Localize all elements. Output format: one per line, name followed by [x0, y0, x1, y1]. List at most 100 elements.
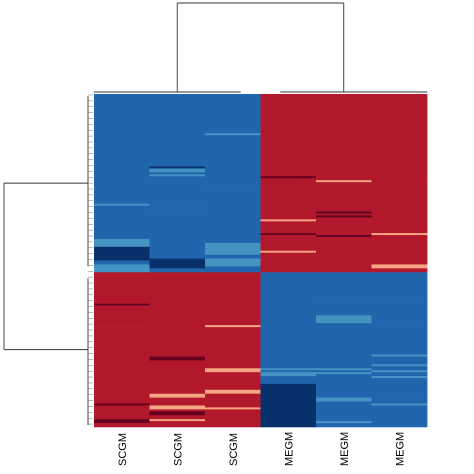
heatmap-cell-upper-c3-r81: [260, 252, 317, 259]
column-label-1: SCGM: [172, 433, 184, 466]
heatmap-cell-lower-c5-r63: [371, 395, 428, 404]
heatmap-cell-upper-c4-r60: [316, 211, 372, 214]
heatmap-cell-upper-c4-r45: [316, 182, 372, 212]
row-dendrogram: [3, 94, 93, 425]
heatmap-cells: [94, 94, 428, 428]
heatmap-cell-upper-c3-r85: [260, 260, 317, 273]
column-dendrogram: [93, 2, 428, 93]
heatmap-cell-upper-c2-r88: [205, 266, 261, 273]
heatmap-cell-lower-c4-r58: [316, 385, 372, 389]
heatmap-cell-lower-c5-r68: [371, 405, 428, 412]
heatmap-cell-lower-c0-r28: [94, 327, 150, 357]
heatmap-cell-lower-c5-r67: [371, 403, 428, 406]
heatmap-cell-upper-c5-r71: [371, 233, 428, 236]
heatmap-cell-lower-c4-r77: [316, 423, 372, 428]
heatmap-cell-upper-c0-r56: [94, 203, 150, 206]
heatmap-cell-upper-c4-r61: [316, 213, 372, 216]
heatmap-cell-lower-c4-r76: [316, 421, 372, 424]
heatmap-cell-lower-c2-r47: [205, 364, 261, 369]
heatmap-cell-upper-c2-r75: [205, 240, 261, 244]
heatmap-cell-upper-c0-r78: [94, 246, 150, 261]
heatmap-cell-lower-c2-r62: [205, 393, 261, 398]
heatmap-cell-upper-c4-r72: [316, 235, 372, 238]
heatmap-cell-lower-c3-r55: [260, 379, 317, 383]
heatmap-cell-lower-c5-r25: [371, 321, 428, 324]
heatmap-cell-lower-c2-r49: [205, 368, 261, 373]
heatmap-cell-lower-c0-r55: [94, 379, 150, 383]
heatmap-cell-lower-c4-r22: [316, 315, 372, 324]
heatmap-cell-lower-c5-r71: [371, 411, 428, 416]
heatmap-cell-upper-c3-r71: [260, 233, 317, 236]
heatmap-cell-lower-c3-r23: [260, 317, 317, 340]
heatmap-cell-upper-c0-r37: [94, 166, 150, 169]
heatmap-cell-lower-c2-r57: [205, 383, 261, 391]
column-label-4: MEGM: [339, 432, 351, 466]
heatmap-cell-lower-c0-r56: [94, 381, 150, 404]
heatmap-cell-lower-c4-r49: [316, 368, 372, 371]
heatmap-cell-upper-c3-r65: [260, 221, 317, 234]
heatmap-cell-upper-c2-r48: [205, 188, 261, 191]
heatmap-cell-upper-c1-r37: [149, 166, 206, 169]
heatmap-cell-lower-c2-r28: [205, 327, 261, 365]
heatmap-cell-upper-c1-r58: [149, 207, 206, 210]
heatmap-cell-lower-c1-r71: [149, 411, 206, 416]
heatmap-cell-lower-c5-r0: [371, 272, 428, 300]
heatmap-cell-lower-c4-r0: [316, 272, 372, 300]
heatmap-cell-lower-c1-r70: [149, 409, 206, 412]
heatmap-cell-upper-c4-r62: [316, 215, 372, 218]
column-labels: SCGM SCGM SCGM MEGM MEGM MEGM: [117, 432, 407, 466]
heatmap-cell-lower-c5-r26: [371, 323, 428, 355]
heatmap-cell-lower-c0-r52: [94, 374, 150, 377]
heatmap-cell-lower-c5-r15: [371, 301, 428, 318]
heatmap-cell-lower-c0-r23: [94, 317, 150, 320]
heatmap-cell-lower-c0-r44: [94, 358, 150, 375]
heatmap-cell-lower-c0-r77: [94, 423, 150, 428]
heatmap-cell-upper-c2-r84: [205, 258, 261, 267]
heatmap-cell-lower-c0-r17: [94, 305, 150, 318]
heatmap-cell-upper-c5-r44: [371, 180, 428, 183]
heatmap-cell-lower-c5-r62: [371, 393, 428, 396]
heatmap-cell-upper-c1-r0: [149, 94, 206, 167]
heatmap-cell-lower-c5-r53: [371, 376, 428, 379]
heatmap-cell-lower-c4-r59: [316, 387, 372, 398]
heatmap-cell-lower-c3-r59: [260, 387, 317, 428]
heatmap-cell-upper-c5-r72: [371, 235, 428, 265]
heatmap-cell-lower-c2-r56: [205, 381, 261, 385]
heatmap-cell-lower-c5-r54: [371, 378, 428, 394]
heatmap-cell-lower-c3-r34: [260, 338, 317, 342]
column-label-2: SCGM: [228, 433, 240, 466]
heatmap-cell-upper-c1-r89: [149, 268, 206, 273]
column-label-5: MEGM: [394, 432, 406, 466]
heatmap-cell-upper-c2-r67: [205, 225, 261, 240]
heatmap-cell-lower-c0-r67: [94, 403, 150, 406]
heatmap-cell-lower-c1-r76: [149, 421, 206, 428]
heatmap-cell-lower-c5-r42: [371, 354, 428, 357]
heatmap-cell-lower-c1-r62: [149, 393, 206, 398]
heatmap-cell-lower-c1-r45: [149, 360, 206, 363]
heatmap-cell-upper-c2-r66: [205, 223, 261, 226]
heatmap-cell-lower-c4-r52: [316, 374, 372, 387]
heatmap-cell-lower-c2-r76: [205, 421, 261, 428]
heatmap-cell-lower-c5-r73: [371, 415, 428, 428]
heatmap-cell-upper-c0-r38: [94, 168, 150, 204]
heatmap-cell-lower-c0-r53: [94, 376, 150, 381]
heatmap-cell-lower-c2-r18: [205, 307, 261, 310]
heatmap-cell-lower-c5-r14: [371, 299, 428, 302]
heatmap-cell-upper-c3-r80: [260, 250, 317, 253]
heatmap-cell-lower-c2-r65: [205, 399, 261, 408]
heatmap-cell-upper-c4-r0: [316, 94, 372, 177]
heatmap-cell-upper-c4-r73: [316, 236, 372, 255]
heatmap-cell-lower-c2-r51: [205, 372, 261, 383]
heatmap-cell-upper-c1-r60: [149, 211, 206, 214]
heatmap-cell-lower-c4-r70: [316, 409, 372, 416]
heatmap-cell-upper-c5-r45: [371, 182, 428, 185]
heatmap-cell-lower-c0-r68: [94, 405, 150, 408]
heatmap-cell-lower-c1-r0: [149, 272, 206, 295]
heatmap-cell-lower-c0-r0: [94, 272, 150, 304]
heatmap-cell-upper-c3-r84: [260, 258, 317, 261]
heatmap-cell-upper-c2-r0: [205, 94, 261, 134]
heatmap-cell-upper-c2-r21: [205, 135, 261, 189]
heatmap-cell-lower-c5-r24: [371, 319, 428, 322]
heatmap-cell-lower-c5-r51: [371, 372, 428, 377]
